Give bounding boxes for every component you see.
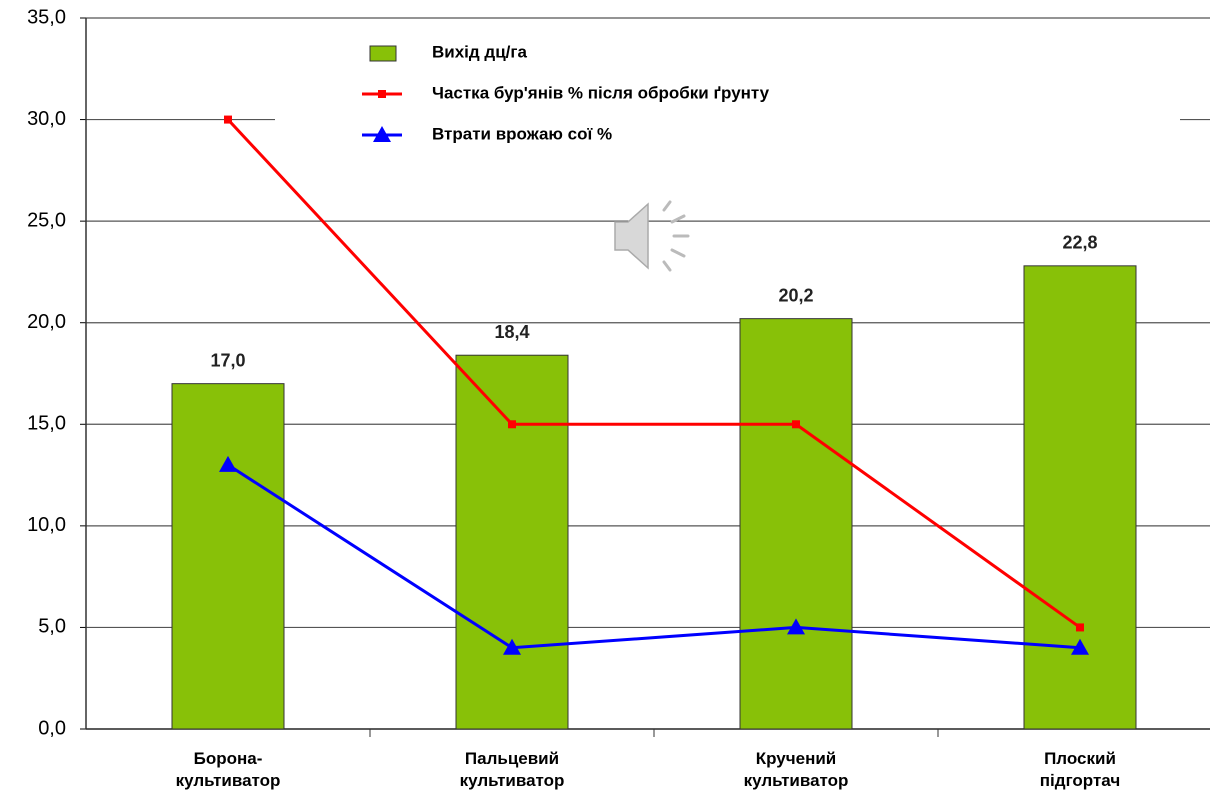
speaker-body xyxy=(614,202,649,270)
bar xyxy=(739,318,853,730)
line-marker xyxy=(1071,638,1089,655)
line-marker xyxy=(373,126,391,142)
speaker-wave xyxy=(662,260,672,272)
y-tick-label: 35,0 xyxy=(27,6,66,28)
line-marker xyxy=(224,115,232,124)
data-label: 18,4 xyxy=(494,322,529,342)
y-tick-label: 15,0 xyxy=(27,413,66,435)
line-marker xyxy=(792,420,800,429)
y-tick-label: 20,0 xyxy=(27,311,66,333)
y-tick-label: 25,0 xyxy=(27,209,66,231)
y-tick-label: 0,0 xyxy=(38,717,66,739)
speaker-wave xyxy=(670,248,686,258)
bar xyxy=(1023,265,1137,730)
speaker-wave xyxy=(662,200,672,212)
x-tick-label: Пальцевий культиватор xyxy=(459,749,565,790)
speaker-icon xyxy=(614,202,649,270)
line xyxy=(227,463,1081,650)
legend-swatch xyxy=(369,45,397,62)
legend-background xyxy=(275,28,1180,162)
y-tick-label: 5,0 xyxy=(38,616,66,638)
y-tick-label: 30,0 xyxy=(27,108,66,130)
data-label: 22,8 xyxy=(1062,233,1097,253)
bar xyxy=(455,354,569,730)
line xyxy=(226,118,1081,629)
x-tick-label: Кручений культиватор xyxy=(743,749,849,790)
speaker-wave xyxy=(670,214,686,224)
line-marker xyxy=(378,90,386,98)
legend-label: Частка бур'янів % після обробки ґрунту xyxy=(432,83,770,102)
x-tick-label: Плоский підгортач xyxy=(1039,749,1121,790)
bar xyxy=(171,383,285,730)
line-marker xyxy=(503,638,521,655)
line-marker xyxy=(219,455,237,472)
data-label: 17,0 xyxy=(210,350,245,370)
data-label: 20,2 xyxy=(778,285,813,305)
legend-label: Втрати врожаю сої % xyxy=(432,124,612,143)
line-marker xyxy=(1076,623,1084,632)
legend-label: Вихід дц/га xyxy=(432,42,527,61)
x-tick-label: Борона- культиватор xyxy=(175,749,281,790)
y-tick-label: 10,0 xyxy=(27,514,66,536)
line-marker xyxy=(787,618,805,635)
line-marker xyxy=(508,420,516,429)
